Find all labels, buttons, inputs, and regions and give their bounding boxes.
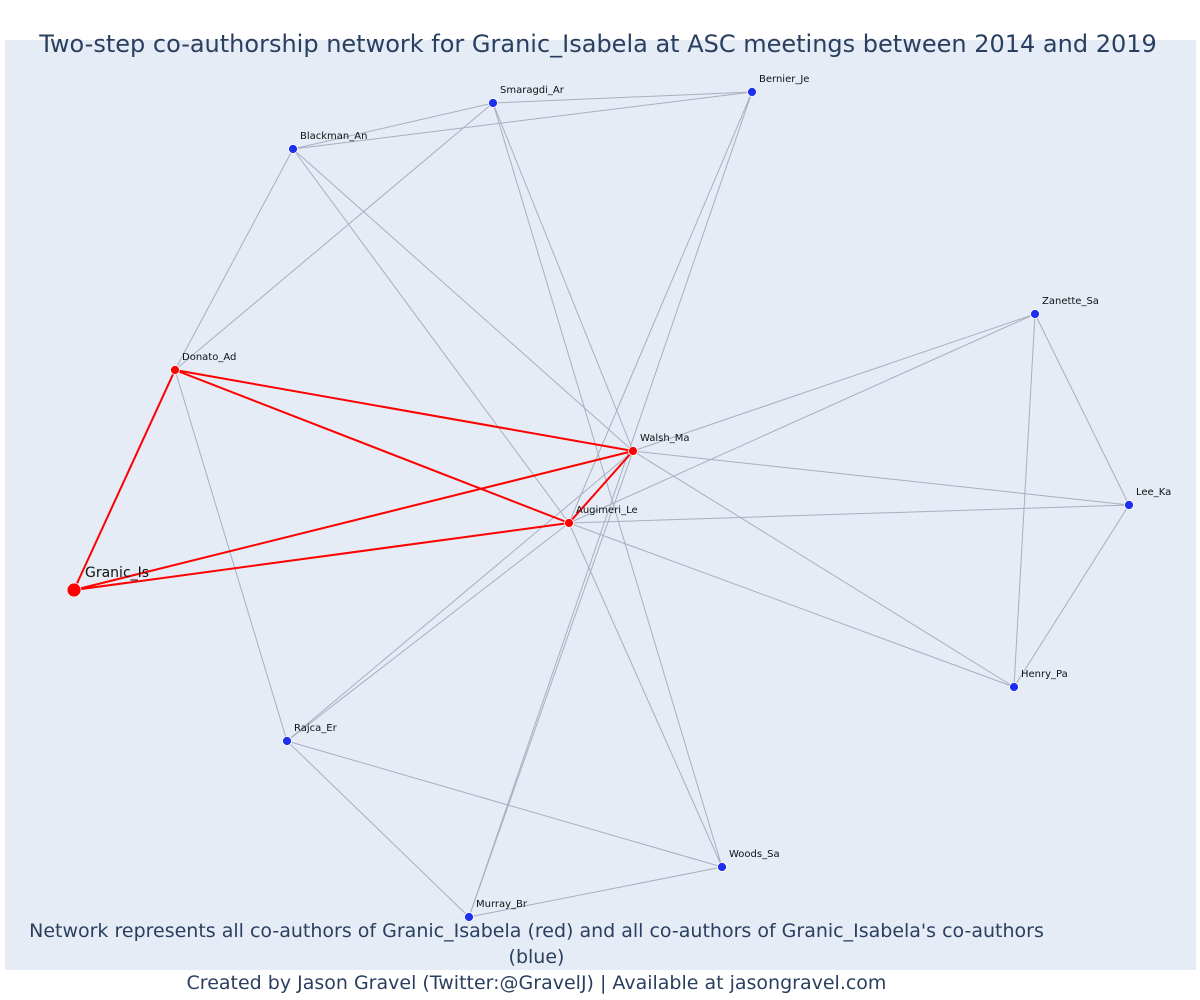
edge-Rajca_Er-Murray_Br [286, 740, 470, 918]
edge-Smaragdi_Ar-Donato_Ad [174, 102, 494, 371]
edge-Bernier_Je-Blackman_An [292, 91, 753, 150]
edge-Blackman_An-Augimeri_Le [292, 148, 570, 524]
edge-Walsh_Ma-Rajca_Er [286, 450, 634, 742]
node-Blackman_An[interactable] [288, 144, 298, 154]
caption-line-2: Created by Jason Gravel (Twitter:@Gravel… [186, 972, 887, 994]
edge-Zanette_Sa-Augimeri_Le [568, 313, 1036, 524]
edge-Walsh_Ma-Augimeri_Le [568, 450, 634, 524]
caption-line-1: Network represents all co-authors of Gra… [29, 920, 1044, 968]
edge-Donato_Ad-Walsh_Ma [174, 369, 634, 452]
edge-Granic_Is-Donato_Ad [73, 369, 176, 591]
edge-Augimeri_Le-Woods_Sa [568, 522, 723, 868]
node-label-Granic_Is: Granic_Is [85, 565, 149, 581]
node-Henry_Pa[interactable] [1009, 682, 1019, 692]
node-label-Augimeri_Le: Augimeri_Le [576, 505, 638, 516]
node-Woods_Sa[interactable] [717, 862, 727, 872]
caption: Network represents all co-authors of Gra… [0, 918, 1073, 996]
edge-Walsh_Ma-Murray_Br [468, 450, 634, 918]
edge-Smaragdi_Ar-Walsh_Ma [492, 102, 634, 452]
node-label-Lee_Ka: Lee_Ka [1136, 487, 1171, 498]
edge-Smaragdi_Ar-Blackman_An [292, 102, 494, 150]
edge-Blackman_An-Donato_Ad [174, 148, 294, 371]
edge-Augimeri_Le-Lee_Ka [568, 504, 1130, 524]
nodes-layer [66, 87, 1134, 922]
edge-Bernier_Je-Augimeri_Le [568, 91, 753, 524]
node-label-Henry_Pa: Henry_Pa [1021, 669, 1068, 680]
edge-Smaragdi_Ar-Woods_Sa [492, 102, 723, 868]
edge-Blackman_An-Walsh_Ma [292, 148, 634, 452]
edge-Smaragdi_Ar-Bernier_Je [492, 91, 753, 104]
node-label-Woods_Sa: Woods_Sa [729, 849, 780, 860]
node-label-Smaragdi_Ar: Smaragdi_Ar [500, 85, 565, 96]
node-Murray_Br[interactable] [464, 912, 474, 922]
edge-Augimeri_Le-Henry_Pa [568, 522, 1015, 688]
node-Zanette_Sa[interactable] [1030, 309, 1040, 319]
node-label-Blackman_An: Blackman_An [300, 131, 367, 142]
edges-layer [73, 91, 1130, 918]
node-Augimeri_Le[interactable] [564, 518, 574, 528]
labels-layer: Granic_Is Donato_Ad Walsh_Ma Augimeri_Le Sma… [85, 74, 1171, 910]
node-Smaragdi_Ar[interactable] [488, 98, 498, 108]
edge-Zanette_Sa-Walsh_Ma [632, 313, 1036, 452]
edge-Donato_Ad-Rajca_Er [174, 369, 288, 742]
node-label-Murray_Br: Murray_Br [476, 899, 528, 910]
node-Lee_Ka[interactable] [1124, 500, 1134, 510]
node-label-Walsh_Ma: Walsh_Ma [640, 433, 689, 444]
node-label-Donato_Ad: Donato_Ad [182, 352, 236, 363]
edge-Walsh_Ma-Lee_Ka [632, 450, 1130, 506]
edge-Lee_Ka-Henry_Pa [1013, 504, 1130, 688]
node-Walsh_Ma[interactable] [628, 446, 638, 456]
node-label-Rajca_Er: Rajca_Er [294, 723, 338, 734]
edge-Granic_Is-Augimeri_Le [73, 522, 570, 591]
edge-Zanette_Sa-Lee_Ka [1034, 313, 1130, 506]
node-label-Zanette_Sa: Zanette_Sa [1042, 296, 1099, 307]
edge-Murray_Br-Woods_Sa [468, 866, 723, 918]
edge-Granic_Is-Walsh_Ma [73, 450, 634, 591]
node-Granic_Is[interactable] [66, 582, 82, 598]
edge-Zanette_Sa-Henry_Pa [1013, 313, 1036, 688]
edge-Donato_Ad-Augimeri_Le [174, 369, 570, 524]
edge-Augimeri_Le-Rajca_Er [286, 522, 570, 742]
node-Bernier_Je[interactable] [747, 87, 757, 97]
plot-area [5, 40, 1196, 970]
node-Donato_Ad[interactable] [170, 365, 180, 375]
node-label-Bernier_Je: Bernier_Je [759, 74, 809, 85]
edge-Walsh_Ma-Henry_Pa [632, 450, 1015, 688]
node-Rajca_Er[interactable] [282, 736, 292, 746]
edge-Rajca_Er-Woods_Sa [286, 740, 723, 868]
chart-title: Two-step co-authorship network for Grani… [39, 30, 1157, 58]
